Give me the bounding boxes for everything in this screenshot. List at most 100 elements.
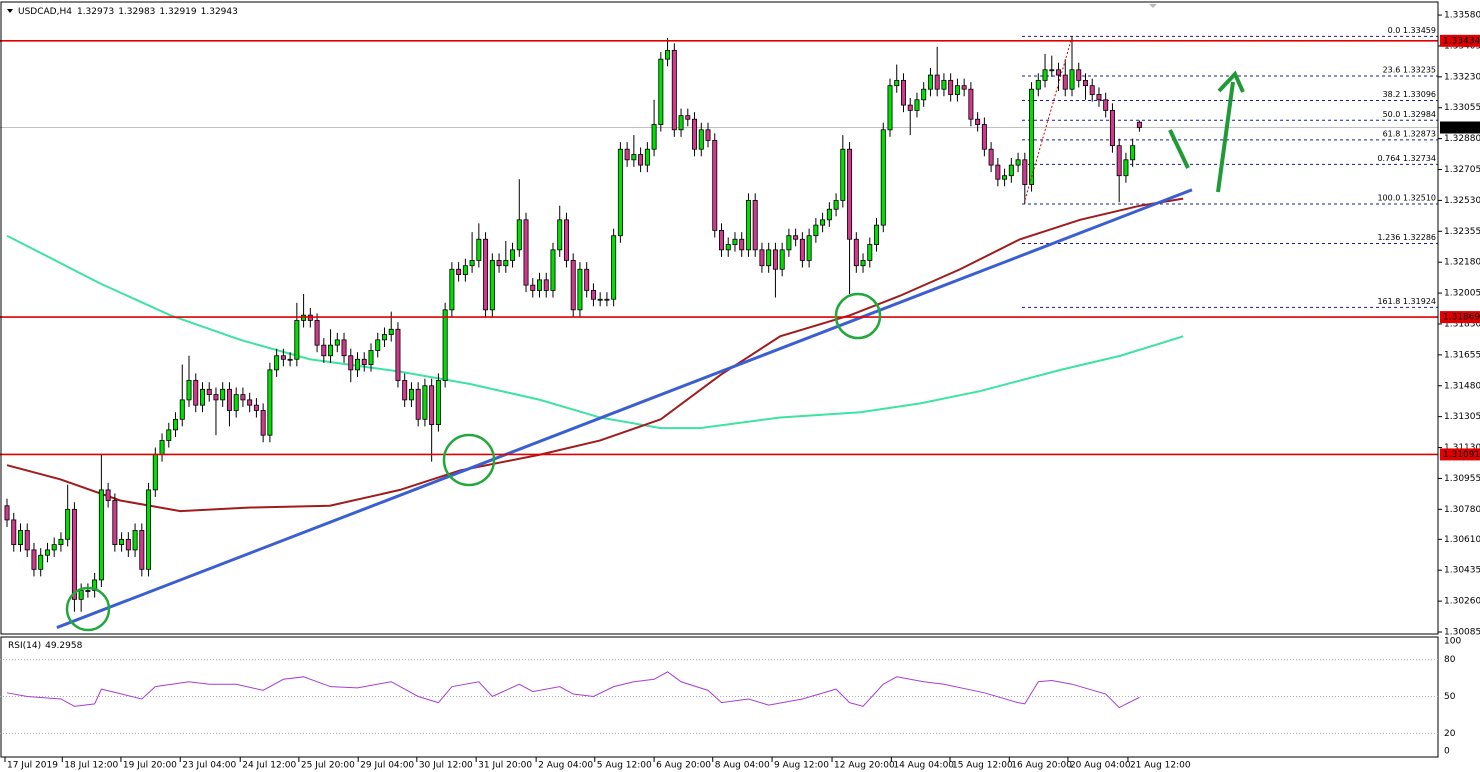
fib-label: 161.8 1.31924 — [1377, 297, 1436, 306]
candle-body — [112, 500, 118, 546]
candle-body — [294, 320, 300, 360]
candle-body — [772, 249, 778, 270]
candle-body — [1123, 159, 1129, 177]
x-tick-label: 17 Jul 2019 — [7, 761, 58, 771]
candle-body — [604, 298, 610, 301]
candle-body — [173, 418, 179, 431]
candle-body — [125, 538, 131, 551]
fib-anchor-line — [1024, 36, 1073, 201]
fib-label: 50.0 1.32984 — [1383, 110, 1436, 119]
low: 1.32919 — [159, 7, 196, 17]
candle-body — [220, 388, 226, 401]
price-panel-border — [0, 1, 1439, 635]
candle-body — [516, 219, 522, 251]
candle-body — [880, 129, 886, 226]
candle-body — [570, 260, 576, 311]
candle-body — [24, 530, 30, 551]
y-tick-label: 1.30260 — [1444, 597, 1480, 607]
candle-body — [961, 85, 967, 90]
candle-body — [1062, 74, 1068, 90]
candle-body — [874, 224, 880, 245]
annotations — [65, 36, 1245, 632]
candle-body — [840, 148, 846, 201]
candle-body — [78, 590, 84, 600]
x-tick-label: 21 Aug 12:00 — [1130, 761, 1191, 771]
y-tick-label: 1.32355 — [1444, 227, 1480, 237]
candle-body — [1008, 164, 1014, 177]
candle-body — [483, 238, 489, 311]
fib-label: 38.2 1.33096 — [1383, 90, 1436, 99]
fib-label: 1.236 1.32286 — [1377, 233, 1436, 242]
candle-body — [1049, 69, 1055, 72]
candle-body — [321, 344, 327, 357]
candle-body — [119, 538, 125, 546]
x-tick-label: 19 Jul 20:00 — [123, 761, 177, 771]
candle-body — [921, 88, 927, 101]
candle-body — [523, 219, 529, 286]
level-label: 1.31869 — [1443, 313, 1480, 323]
candle-body — [146, 489, 152, 570]
candle-body — [267, 369, 273, 436]
candle-body — [368, 350, 374, 365]
trendline — [56, 188, 1193, 629]
support-circle — [65, 586, 111, 632]
candle-body — [361, 358, 367, 365]
candle-body — [624, 148, 630, 161]
candle-body — [1136, 121, 1142, 128]
y-tick-label: 1.30610 — [1444, 535, 1480, 545]
fib-label: 100.0 1.32510 — [1377, 193, 1436, 202]
candle-body — [860, 260, 866, 267]
x-tick-label: 12 Aug 20:00 — [834, 761, 895, 771]
candle-body — [375, 339, 381, 351]
candle-body — [496, 260, 502, 267]
rsi-tick-label: 80 — [1444, 655, 1456, 665]
x-tick-label: 5 Aug 12:00 — [597, 761, 652, 771]
y-tick-label: 1.30955 — [1444, 474, 1480, 484]
candle-body — [402, 380, 408, 401]
y-tick-label: 1.30085 — [1444, 627, 1480, 637]
candle-body — [166, 429, 172, 441]
candle-body — [719, 230, 724, 251]
candle-body — [489, 260, 495, 311]
x-tick-label: 29 Jul 04:00 — [360, 761, 414, 771]
level-label: 1.33434 — [1443, 36, 1480, 46]
rsi-value: 49.2958 — [45, 641, 82, 651]
candle-body — [759, 249, 765, 267]
y-tick-label: 1.31655 — [1444, 350, 1480, 360]
candle-body — [65, 508, 71, 540]
candle-body — [1069, 69, 1075, 90]
fib-label: 23.6 1.33235 — [1383, 65, 1436, 74]
candle-body — [381, 334, 387, 341]
y-tick-label: 1.32180 — [1444, 258, 1480, 268]
candle-body — [462, 265, 468, 275]
x-tick-label: 30 Jul 12:00 — [419, 761, 473, 771]
candle-body — [739, 238, 745, 251]
candle-body — [894, 79, 900, 87]
candle-body — [611, 235, 617, 300]
y-tick-label: 1.30780 — [1444, 505, 1480, 515]
candle-body — [132, 530, 138, 551]
candle-body — [692, 118, 698, 150]
candle-body — [247, 399, 253, 406]
level-label-box — [1440, 448, 1480, 461]
candle-body — [159, 440, 165, 455]
arrow-down — [1168, 129, 1190, 169]
candle-body — [456, 268, 462, 275]
candle-body — [348, 355, 354, 371]
candle-body — [820, 219, 826, 226]
candle-body — [752, 200, 758, 251]
candle-body — [1029, 88, 1035, 185]
level-label: 1.31091 — [1443, 450, 1480, 460]
candle-body — [914, 99, 920, 111]
symbol: USDCAD,H4 — [18, 7, 72, 17]
candle-body — [1015, 159, 1021, 166]
candle-body — [1096, 94, 1102, 101]
rsi-tick-label: 50 — [1444, 692, 1456, 702]
candle-body — [442, 309, 448, 381]
candle-body — [806, 235, 812, 261]
candle-body — [71, 508, 77, 600]
candle-body — [51, 544, 57, 551]
x-tick-label: 15 Aug 12:00 — [952, 761, 1013, 771]
last-price-box — [1440, 121, 1480, 134]
candle-body — [745, 200, 751, 251]
